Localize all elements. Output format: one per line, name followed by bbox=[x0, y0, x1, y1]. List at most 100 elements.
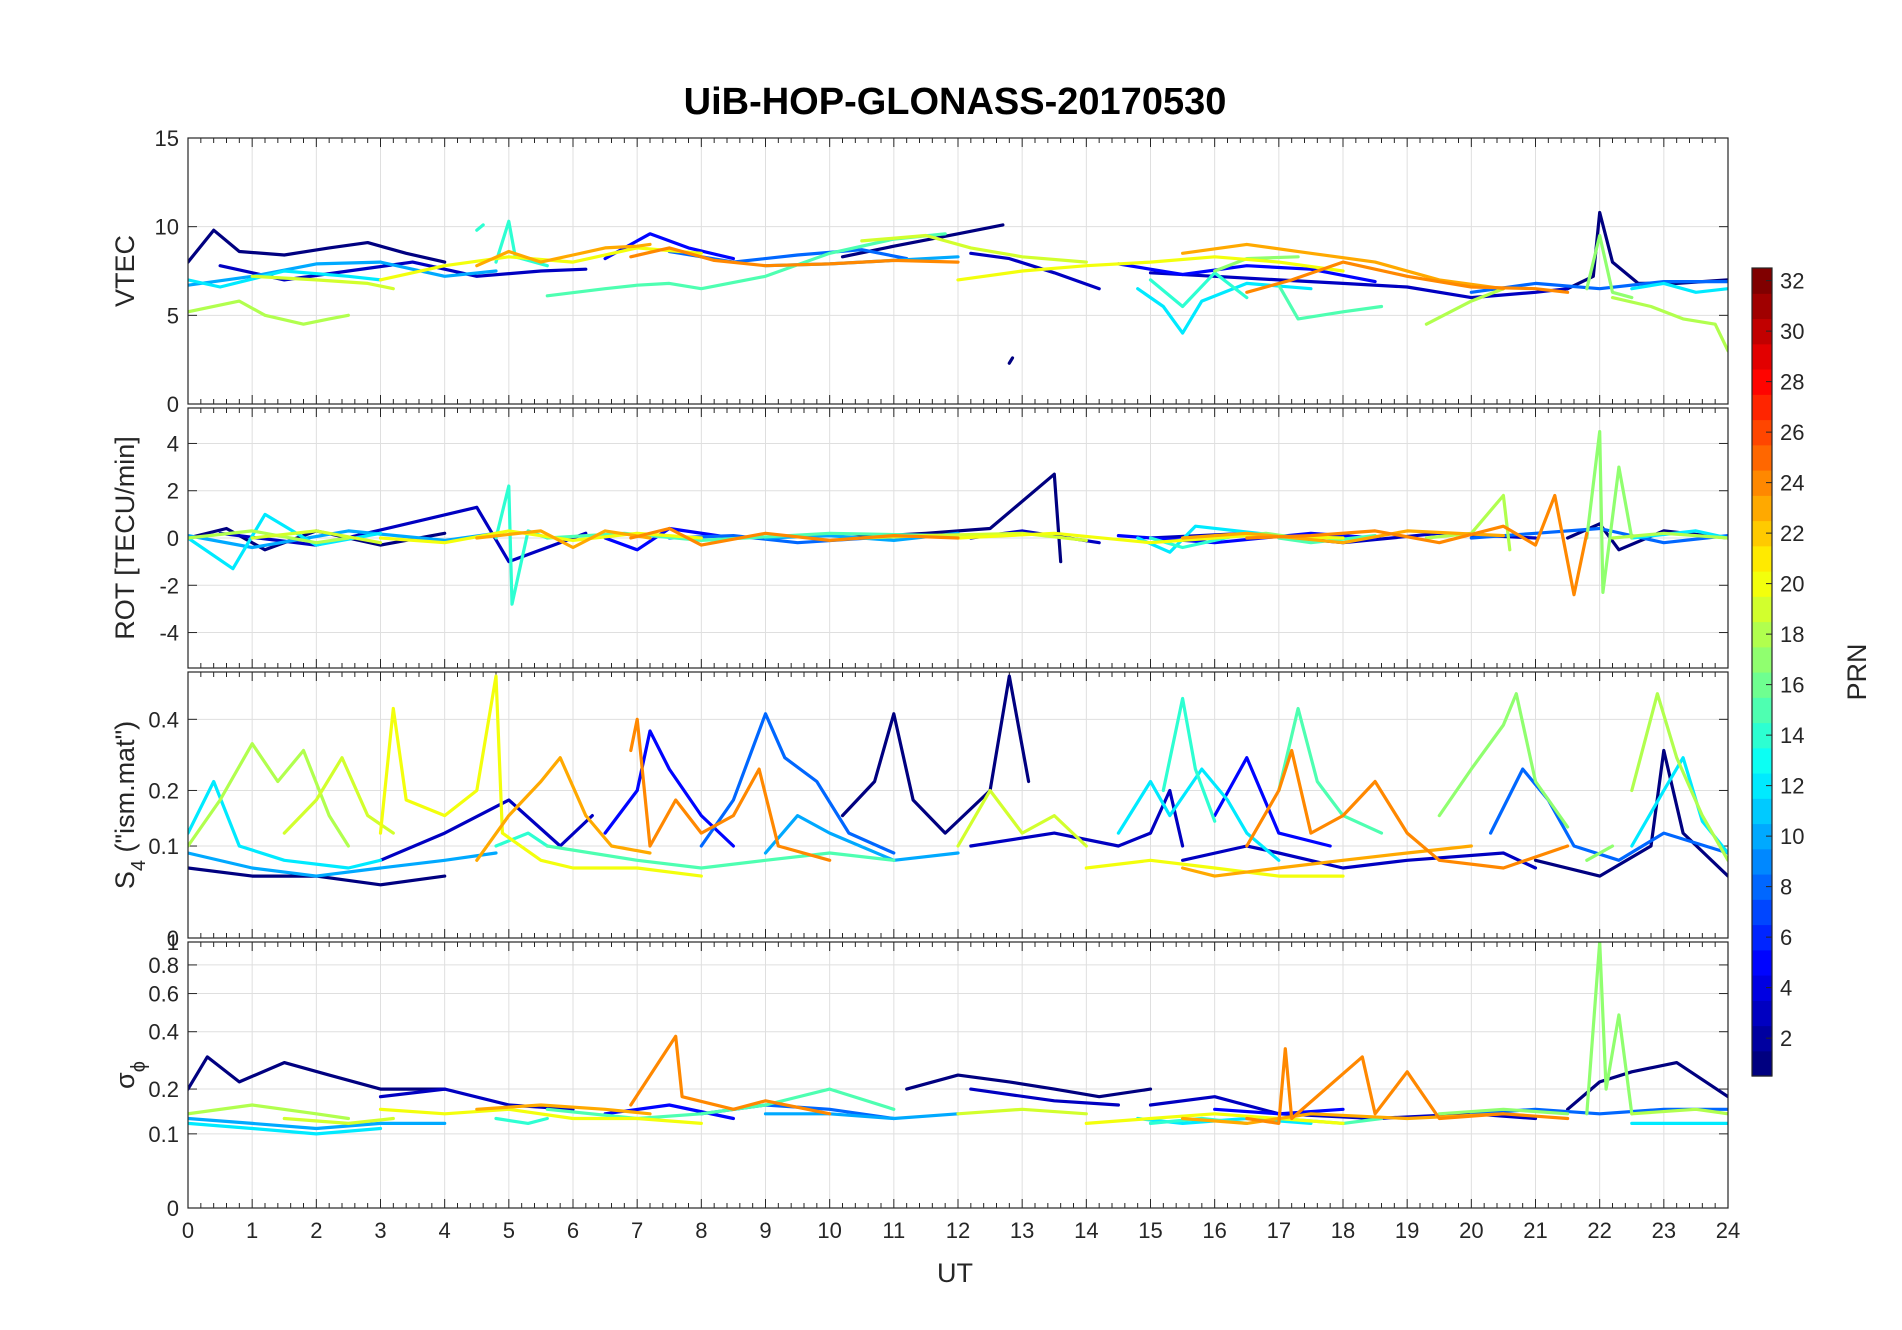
series-line-prn-5 bbox=[603, 526, 735, 552]
y-tick-label: 0 bbox=[167, 526, 179, 551]
colorbar-tick-label: 6 bbox=[1780, 925, 1792, 950]
series-line-prn-23 bbox=[475, 756, 652, 862]
series-line-prn-8 bbox=[1469, 280, 1728, 294]
series-line-prn-24 bbox=[1245, 493, 1589, 597]
series-line-prn-1 bbox=[188, 1055, 447, 1091]
series-line-prn-24 bbox=[629, 1034, 832, 1116]
colorbar-swatch bbox=[1752, 773, 1772, 799]
series-line-prn-1 bbox=[188, 228, 447, 264]
series-line-prn-15 bbox=[1277, 534, 1377, 545]
series-line-prn-23 bbox=[1181, 529, 1505, 545]
series-line-prn-24 bbox=[629, 246, 960, 268]
y-tick-label: 0.2 bbox=[148, 778, 179, 803]
series-line-prn-23 bbox=[475, 1103, 652, 1116]
series-line-prn-24 bbox=[629, 717, 832, 862]
series-line-prn-18 bbox=[188, 1103, 350, 1121]
colorbar-tick-label: 2 bbox=[1780, 1026, 1792, 1051]
series-line-prn-10 bbox=[188, 260, 498, 287]
colorbar-swatch bbox=[1752, 874, 1772, 900]
series-line-prn-5 bbox=[1116, 262, 1377, 284]
series-line-prn-24 bbox=[1245, 1047, 1570, 1125]
series-line-prn-12 bbox=[1136, 281, 1313, 335]
colorbar-tick-label: 32 bbox=[1780, 269, 1804, 294]
y-axis-label-s4: S4 ("ism.mat") bbox=[110, 721, 150, 889]
colorbar-swatch bbox=[1752, 268, 1772, 294]
panel-s4-series bbox=[188, 674, 1728, 887]
colorbar-swatch bbox=[1752, 848, 1772, 875]
series-line-prn-19 bbox=[956, 788, 1088, 848]
x-tick-label: 1 bbox=[246, 1218, 258, 1243]
x-tick-label: 24 bbox=[1716, 1218, 1740, 1243]
x-tick-label: 22 bbox=[1587, 1218, 1611, 1243]
colorbar-tick-label: 22 bbox=[1780, 521, 1804, 546]
x-tick-label: 9 bbox=[759, 1218, 771, 1243]
colorbar-swatch bbox=[1752, 470, 1772, 496]
y-tick-label: 0.2 bbox=[148, 1077, 179, 1102]
colorbar-swatch bbox=[1752, 520, 1772, 547]
y-tick-label: 0.6 bbox=[148, 982, 179, 1007]
series-line-prn-12 bbox=[188, 779, 383, 870]
panel-sigma-series bbox=[188, 942, 1728, 1136]
y-tick-label: 0.4 bbox=[148, 707, 179, 732]
y-tick-label: -4 bbox=[159, 621, 179, 646]
colorbar-tick-label: 12 bbox=[1780, 774, 1804, 799]
colorbar-swatch bbox=[1752, 1025, 1772, 1052]
series-line-prn-10 bbox=[763, 814, 960, 862]
series-line-prn-14 bbox=[494, 219, 549, 268]
colorbar-swatch bbox=[1752, 394, 1772, 421]
series-line-prn-18 bbox=[1424, 287, 1505, 326]
y-tick-label: 0.4 bbox=[148, 1020, 179, 1045]
panel-rot-frame bbox=[187, 407, 1729, 669]
series-line-prn-1 bbox=[840, 674, 1031, 835]
x-tick-label: 8 bbox=[695, 1218, 707, 1243]
series-line-prn-3 bbox=[378, 798, 594, 862]
colorbar-tick-label: 20 bbox=[1780, 572, 1804, 597]
panel-s4: 0 0.1 0.2 0.4S4 ("ism.mat") bbox=[110, 671, 1729, 951]
series-line-prn-17 bbox=[1437, 1107, 1570, 1116]
series-line-prn-18 bbox=[1630, 1107, 1728, 1116]
series-line-prn-17 bbox=[1437, 692, 1570, 829]
x-tick-label: 5 bbox=[503, 1218, 515, 1243]
series-line-prn-1 bbox=[905, 1073, 1153, 1099]
series-line-prn-3 bbox=[969, 251, 1101, 291]
series-line-prn-1 bbox=[1007, 356, 1015, 365]
colorbar-tick-label: 28 bbox=[1780, 370, 1804, 395]
colorbar-swatch bbox=[1752, 444, 1772, 471]
x-tick-label: 11 bbox=[882, 1218, 905, 1243]
series-line-prn-15 bbox=[1277, 706, 1384, 835]
series-line-prn-19 bbox=[282, 1116, 395, 1125]
series-line-prn-10 bbox=[188, 1116, 447, 1131]
x-tick-label: 14 bbox=[1074, 1218, 1098, 1243]
series-line-prn-18 bbox=[188, 299, 350, 326]
panel-rot-series bbox=[188, 430, 1728, 606]
y-tick-label: 0.1 bbox=[148, 1122, 179, 1147]
x-tick-label: 16 bbox=[1202, 1218, 1226, 1243]
series-line-prn-3 bbox=[969, 1087, 1120, 1107]
x-tick-label: 6 bbox=[567, 1218, 579, 1243]
series-line-prn-24 bbox=[629, 526, 960, 547]
colorbar-swatch bbox=[1752, 293, 1772, 320]
colorbar-swatch bbox=[1752, 924, 1772, 951]
series-line-prn-12 bbox=[1630, 281, 1728, 294]
series-line-prn-17 bbox=[1585, 233, 1634, 300]
series-line-prn-20 bbox=[378, 1107, 703, 1125]
series-line-prn-15 bbox=[545, 844, 896, 870]
colorbar-tick-label: 16 bbox=[1780, 673, 1804, 698]
x-tick-label: 18 bbox=[1331, 1218, 1355, 1243]
y-tick-label: 10 bbox=[155, 215, 179, 240]
panel-vtec: 0 5 10 15 VTEC bbox=[110, 126, 1729, 417]
colorbar-swatch bbox=[1752, 899, 1772, 926]
y-tick-label: 0.1 bbox=[148, 834, 179, 859]
series-line-prn-1 bbox=[1566, 210, 1728, 291]
series-line-prn-3 bbox=[218, 260, 588, 282]
y-tick-label: 0 bbox=[167, 926, 179, 951]
series-line-prn-14 bbox=[494, 831, 549, 848]
y-tick-label: 0.8 bbox=[148, 953, 179, 978]
series-line-prn-12 bbox=[1116, 767, 1281, 862]
colorbar-swatch bbox=[1752, 697, 1772, 724]
x-tick-label: 7 bbox=[631, 1218, 643, 1243]
colorbar-swatch bbox=[1752, 419, 1772, 446]
series-line-prn-15 bbox=[1277, 283, 1384, 321]
colorbar-swatch bbox=[1752, 545, 1772, 572]
series-line-prn-12 bbox=[188, 1121, 383, 1136]
